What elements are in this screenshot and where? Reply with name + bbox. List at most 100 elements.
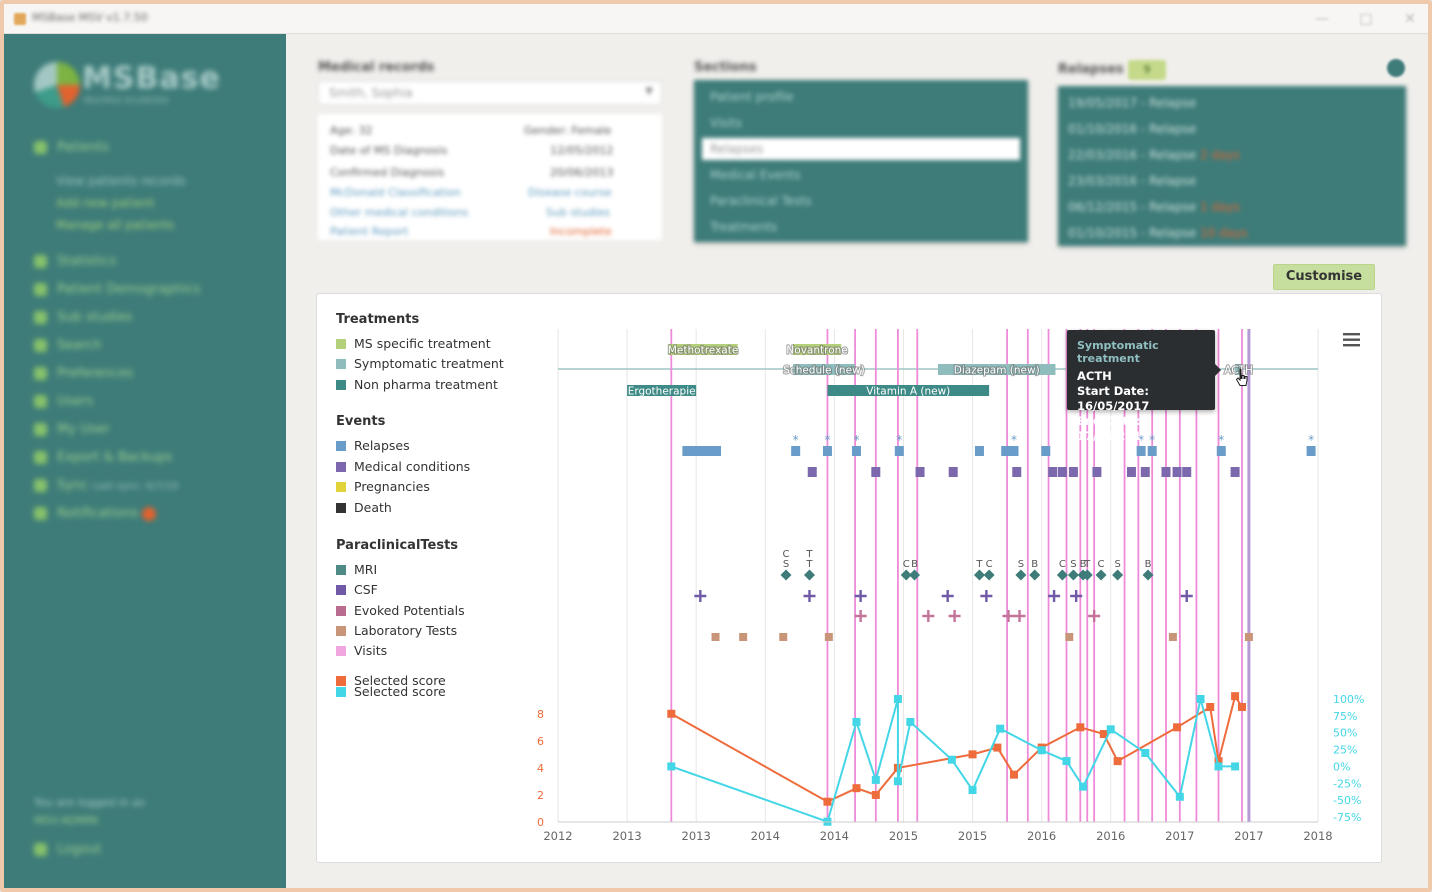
legend-item-lab-tests[interactable]: Laboratory Tests [336,623,457,639]
legend-label: Death [354,500,392,515]
legend-item-symptomatic-treatment[interactable]: Symptomatic treatment [336,356,504,372]
score-point [667,709,676,718]
relapse-item[interactable]: 23/03/2016 - Relapse [1068,174,1197,188]
relapse-star: * [896,433,902,447]
x-tick-label: 2017 [1165,829,1194,843]
sidebar-item-users[interactable]: Users [34,394,93,412]
minimize-icon[interactable]: — [1315,11,1329,27]
x-tick-label: 2016 [1027,829,1056,843]
sidebar-item-patients[interactable]: Patients [34,140,109,158]
relapse-star: * [1011,433,1017,447]
chart-menu-icon[interactable] [1343,333,1360,347]
section-item[interactable]: Patient profile [710,90,794,104]
relapse-star: * [853,433,859,447]
legend-item-relapses[interactable]: Relapses [336,438,410,454]
sidebar-item-substudies[interactable]: Sub studies [34,310,133,328]
sync-status: Last sync: 6/7/19 [92,481,179,492]
customise-button[interactable]: Customise [1273,264,1375,290]
section-item[interactable]: Treatments [710,220,778,234]
legend-item-death[interactable]: Death [336,500,392,516]
legend-item-score-1[interactable]: Selected score [336,673,446,688]
legend-item-ms-treatment[interactable]: MS specific treatment [336,336,491,352]
mri-label: C [1059,559,1066,570]
legend-item-mri[interactable]: MRI [336,562,377,578]
login-label: You are logged in as [34,796,145,809]
sidebar-subitem-add-patient[interactable]: Add new patient [56,196,155,210]
y-left-tick-label: 0 [537,816,544,829]
sidebar-item-preferences[interactable]: Preferences [34,366,133,384]
mri-marker [803,569,815,581]
section-item[interactable]: Medical Events [710,168,801,182]
legend-label: Pregnancies [354,479,430,494]
section-item[interactable]: Visits [710,116,742,130]
relapse-item[interactable]: 01/10/2015 - Relapse 10 days [1068,226,1248,240]
legend-item-csf[interactable]: CSF [336,582,378,598]
sidebar: MSBase MULTIPLE SCLEROSIS Patients View … [4,34,286,888]
relapse-item[interactable]: 06/12/2015 - Relapse 1 days [1068,200,1240,214]
sidebar-item-demographics[interactable]: Patient Demographics [34,282,201,300]
mri-marker [983,569,995,581]
relapse-marker [1136,446,1146,456]
mri-label: C [1098,559,1105,570]
legend-item-medical-conditions[interactable]: Medical conditions [336,459,470,475]
legend-heading-treatments: Treatments [336,312,420,327]
x-tick-label: 2012 [543,829,572,843]
help-icon[interactable] [1387,59,1405,77]
score-point [1214,757,1223,766]
score-point [893,777,902,786]
legend-item-visits[interactable]: Visits [336,643,387,659]
sidebar-item-search[interactable]: Search [34,338,102,356]
close-icon[interactable]: ✕ [1404,11,1416,27]
record-link[interactable]: Disease course [528,186,612,199]
mri-label: S [1070,559,1076,570]
sidebar-item-my-user[interactable]: My User [34,422,110,440]
legend-swatch [336,676,346,686]
relapse-item[interactable]: 01/10/2016 - Relapse [1068,122,1197,136]
relapse-item[interactable]: 19/05/2017 - Relapse [1068,96,1197,110]
sidebar-subitem-view-records[interactable]: View patients records [56,174,186,188]
score-lines [667,692,1246,826]
legend-item-evoked[interactable]: Evoked Potentials [336,603,465,619]
legend-swatch [336,339,346,349]
relapses-count: 9 [1143,63,1151,76]
score-point [1099,730,1108,739]
legend-label: Relapses [354,438,410,453]
score-point [1175,792,1184,801]
section-item-selected[interactable]: Relapses [702,138,1020,160]
sidebar-item-notifications[interactable]: Notifications [34,506,157,524]
record-link[interactable]: Patient Report [330,225,409,238]
legend-item-pregnancies[interactable]: Pregnancies [336,479,430,495]
relapse-marker [682,446,722,456]
mri-marker [1029,569,1041,581]
bell-icon [34,507,47,520]
treatment-bar [938,364,1056,375]
section-item[interactable]: Paraclinical Tests [710,194,812,208]
legend-item-score-2[interactable]: Selected score [336,685,446,698]
relapse-item[interactable]: 22/03/2016 - Relapse 2 days [1068,148,1240,162]
y-left-tick-label: 2 [537,789,544,802]
record-link[interactable]: Sub studies [546,206,610,219]
sidebar-item-sync[interactable]: Sync Last sync: 6/7/19 [34,478,178,496]
sidebar-subitem-manage-patients[interactable]: Manage all patients [56,218,175,232]
record-link[interactable]: McDonald Classification [330,186,461,199]
mri-marker [1112,569,1124,581]
notification-badge [142,506,157,521]
timeline-chart[interactable]: Methotrexate Novantrone Schedule (new) Diaz… [4,4,1428,892]
sidebar-item-export[interactable]: Export & Backups [34,450,172,468]
patient-gender: Gender: Female [524,124,612,137]
sidebar-item-label: Statistics [57,254,117,269]
patient-select[interactable]: Smith, Sophia ▼ [318,81,662,105]
legend-label: Selected score [354,673,446,688]
legend-item-non-pharma[interactable]: Non pharma treatment [336,377,498,393]
record-link[interactable]: Other medical conditions [330,206,469,219]
maximize-icon[interactable]: □ [1359,11,1373,27]
relapses-list: 19/05/2017 - Relapse 01/10/2016 - Relaps… [1058,86,1406,246]
csf-marker [1180,590,1193,602]
sidebar-item-label: My User [57,422,110,437]
sidebar-item-statistics[interactable]: Statistics [34,254,116,272]
evoked-marker [948,610,961,622]
mri-marker [1067,569,1079,581]
logo-icon [34,62,80,108]
sidebar-item-logout[interactable]: Logout [34,842,102,860]
logo-text: MSBase [82,61,221,96]
